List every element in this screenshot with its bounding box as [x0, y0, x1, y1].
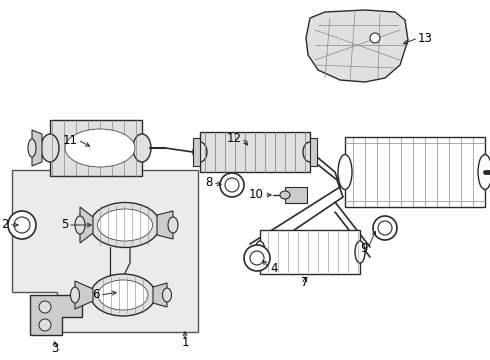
Polygon shape: [80, 207, 93, 243]
Polygon shape: [306, 10, 408, 82]
Polygon shape: [153, 283, 167, 307]
Ellipse shape: [478, 154, 490, 189]
Text: 6: 6: [93, 288, 100, 302]
Polygon shape: [193, 138, 200, 166]
Text: 8: 8: [206, 176, 213, 189]
Circle shape: [14, 217, 30, 233]
Ellipse shape: [355, 241, 365, 263]
Polygon shape: [50, 120, 142, 176]
Polygon shape: [310, 138, 317, 166]
Ellipse shape: [133, 134, 151, 162]
Polygon shape: [200, 132, 310, 172]
Ellipse shape: [90, 202, 160, 248]
Text: 4: 4: [270, 261, 277, 274]
Circle shape: [225, 178, 239, 192]
Text: 1: 1: [181, 336, 189, 348]
Circle shape: [39, 301, 51, 313]
Ellipse shape: [193, 142, 207, 162]
Text: 11: 11: [63, 134, 78, 147]
Ellipse shape: [41, 134, 59, 162]
Polygon shape: [157, 211, 173, 239]
Text: 3: 3: [51, 342, 59, 355]
Circle shape: [370, 33, 380, 43]
Ellipse shape: [163, 288, 172, 302]
Circle shape: [8, 211, 36, 239]
Polygon shape: [285, 187, 307, 203]
Circle shape: [244, 245, 270, 271]
Polygon shape: [30, 295, 82, 335]
Ellipse shape: [168, 217, 178, 233]
Polygon shape: [12, 170, 198, 332]
Text: 12: 12: [227, 131, 242, 144]
Circle shape: [250, 251, 264, 265]
Text: 2: 2: [1, 219, 9, 231]
Circle shape: [220, 173, 244, 197]
Ellipse shape: [75, 216, 85, 234]
Ellipse shape: [280, 191, 290, 199]
Circle shape: [39, 319, 51, 331]
Ellipse shape: [71, 287, 79, 303]
Text: 7: 7: [301, 275, 309, 288]
Text: 5: 5: [61, 219, 68, 231]
Circle shape: [373, 216, 397, 240]
Polygon shape: [32, 130, 42, 166]
Ellipse shape: [65, 129, 135, 167]
Ellipse shape: [98, 209, 152, 241]
Ellipse shape: [91, 274, 155, 316]
Text: 13: 13: [418, 31, 433, 45]
Ellipse shape: [303, 142, 317, 162]
Text: 9: 9: [361, 242, 368, 255]
Circle shape: [378, 221, 392, 235]
Ellipse shape: [98, 280, 148, 310]
Ellipse shape: [28, 139, 36, 157]
Ellipse shape: [338, 154, 352, 189]
Polygon shape: [345, 137, 485, 207]
Text: 10: 10: [249, 189, 264, 202]
Polygon shape: [75, 281, 93, 309]
Ellipse shape: [255, 241, 265, 263]
Polygon shape: [260, 230, 360, 274]
